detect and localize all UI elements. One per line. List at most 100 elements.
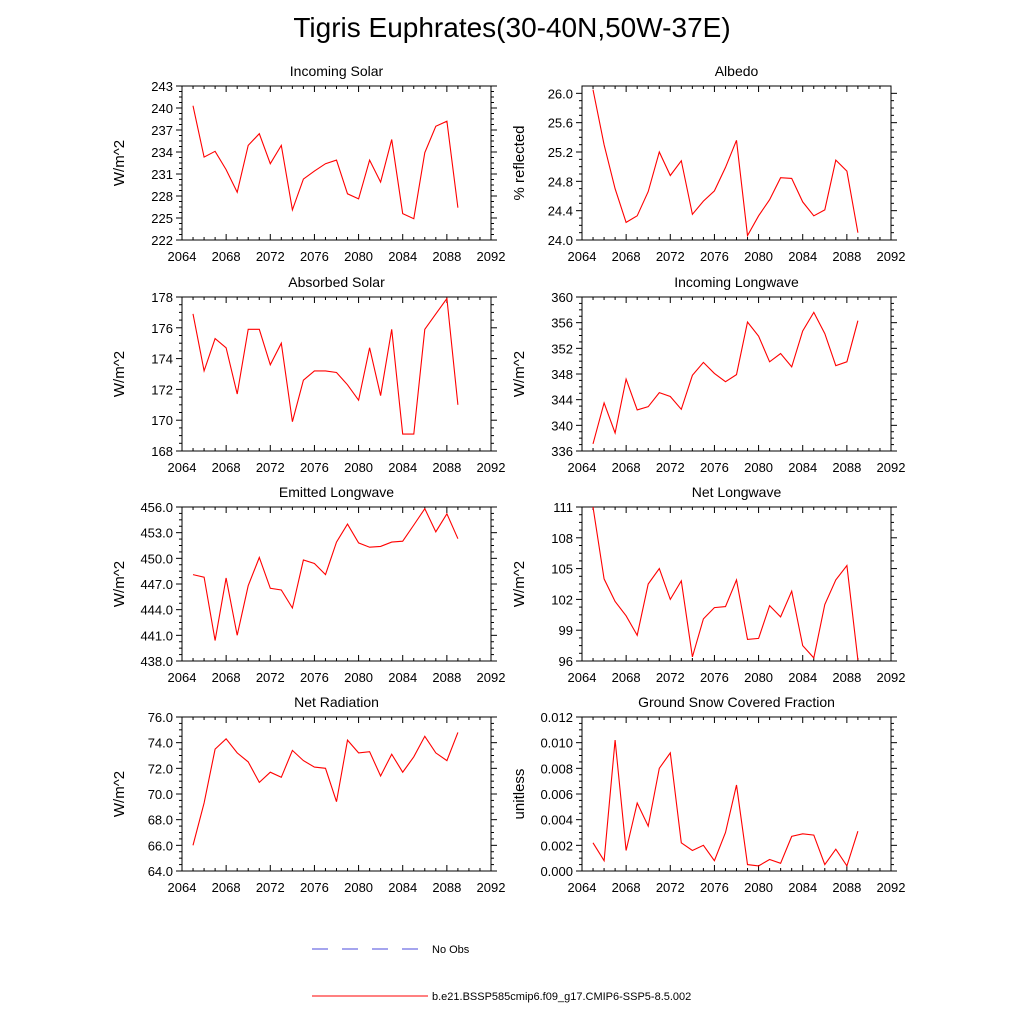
y-tick-label: 450.0: [140, 551, 173, 566]
y-tick-label: 438.0: [140, 654, 173, 669]
y-axis-label: % reflected: [511, 125, 528, 200]
x-tick-label: 2064: [568, 249, 597, 264]
series-line: [592, 311, 859, 445]
x-tick-label: 2084: [788, 460, 817, 475]
y-tick-label: 360: [551, 290, 573, 305]
x-tick-label: 2064: [568, 880, 597, 895]
y-tick-label: 237: [151, 123, 173, 138]
y-axis-label: W/m^2: [111, 771, 128, 817]
y-axis-label: W/m^2: [111, 351, 128, 397]
y-tick-label: 0.012: [540, 710, 573, 725]
plot-frame: [181, 506, 492, 662]
x-tick-label: 2088: [832, 670, 861, 685]
x-tick-label: 2084: [788, 670, 817, 685]
y-tick-label: 66.0: [148, 838, 173, 853]
y-tick-label: 76.0: [148, 710, 173, 725]
x-tick-label: 2064: [168, 249, 197, 264]
x-tick-label: 2072: [256, 670, 285, 685]
x-tick-label: 2072: [256, 460, 285, 475]
y-tick-label: 0.010: [540, 736, 573, 751]
x-tick-label: 2068: [612, 460, 641, 475]
y-tick-label: 228: [151, 189, 173, 204]
x-tick-label: 2068: [612, 249, 641, 264]
x-tick-label: 2092: [877, 670, 906, 685]
panel-title: Emitted Longwave: [279, 484, 394, 500]
y-tick-label: 24.8: [548, 174, 573, 189]
panel-albedo: Albedo 2064 2068 2072 2076 2080 2084 2088 2092 24…: [511, 63, 905, 264]
x-tick-label: 2080: [744, 460, 773, 475]
y-tick-label: 105: [551, 562, 573, 577]
x-tick-label: 2076: [700, 460, 729, 475]
legend-label-run: b.e21.BSSP585cmip6.f09_g17.CMIP6-SSP5-8.…: [432, 991, 691, 1003]
y-tick-label: 231: [151, 167, 173, 182]
panel-title: Absorbed Solar: [288, 274, 385, 290]
x-tick-label: 2092: [877, 460, 906, 475]
y-tick-label: 174: [151, 352, 173, 367]
x-tick-label: 2076: [300, 460, 329, 475]
y-tick-label: 447.0: [140, 577, 173, 592]
y-tick-label: 336: [551, 444, 573, 459]
y-tick-label: 176: [151, 321, 173, 336]
x-tick-label: 2076: [300, 670, 329, 685]
y-tick-label: 0.002: [540, 838, 573, 853]
x-tick-label: 2064: [568, 670, 597, 685]
y-tick-label: 453.0: [140, 526, 173, 541]
plot-frame: [181, 296, 492, 452]
x-tick-label: 2088: [832, 249, 861, 264]
plot-frame: [581, 506, 892, 662]
x-tick-label: 2068: [612, 670, 641, 685]
y-axis-label: W/m^2: [511, 351, 528, 397]
x-tick-label: 2072: [656, 880, 685, 895]
panel-title: Ground Snow Covered Fraction: [638, 694, 835, 710]
x-tick-label: 2088: [832, 880, 861, 895]
y-tick-label: 222: [151, 233, 173, 248]
x-tick-label: 2084: [388, 460, 417, 475]
y-tick-label: 0.004: [540, 813, 573, 828]
panel-title: Albedo: [715, 63, 759, 79]
panel-title: Net Longwave: [692, 484, 782, 500]
x-tick-label: 2080: [344, 880, 373, 895]
x-tick-label: 2076: [300, 880, 329, 895]
x-tick-label: 2092: [877, 249, 906, 264]
y-tick-label: 0.006: [540, 787, 573, 802]
y-axis-label: W/m^2: [511, 561, 528, 607]
plot-frame: [181, 85, 492, 241]
x-tick-label: 2092: [477, 460, 506, 475]
y-tick-label: 348: [551, 367, 573, 382]
x-tick-label: 2068: [212, 670, 241, 685]
y-tick-label: 108: [551, 531, 573, 546]
y-tick-label: 444.0: [140, 603, 173, 618]
y-tick-label: 225: [151, 211, 173, 226]
x-tick-label: 2088: [432, 670, 461, 685]
x-tick-label: 2088: [432, 880, 461, 895]
plot-frame: [181, 716, 492, 872]
x-tick-label: 2064: [568, 460, 597, 475]
y-axis-label: W/m^2: [111, 140, 128, 186]
y-tick-label: 24.0: [548, 233, 573, 248]
panel-title: Incoming Solar: [290, 63, 384, 79]
y-tick-label: 25.2: [548, 145, 573, 160]
x-tick-label: 2072: [256, 249, 285, 264]
y-tick-label: 25.6: [548, 116, 573, 131]
y-tick-label: 0.008: [540, 761, 573, 776]
y-tick-label: 0.000: [540, 864, 573, 879]
x-tick-label: 2064: [168, 460, 197, 475]
y-axis-label: W/m^2: [111, 561, 128, 607]
panel-incoming-longwave: Incoming Longwave 2064 2068 2072 2076 2080 208…: [511, 274, 905, 475]
panel-title: Incoming Longwave: [674, 274, 799, 290]
x-tick-label: 2068: [612, 880, 641, 895]
y-tick-label: 170: [151, 413, 173, 428]
x-tick-label: 2072: [656, 249, 685, 264]
x-tick-label: 2076: [700, 880, 729, 895]
x-tick-label: 2092: [477, 670, 506, 685]
x-tick-label: 2088: [832, 460, 861, 475]
x-tick-label: 2084: [388, 249, 417, 264]
series-line: [192, 507, 459, 641]
x-tick-label: 2072: [256, 880, 285, 895]
x-tick-label: 2064: [168, 880, 197, 895]
x-tick-label: 2084: [788, 249, 817, 264]
series-line: [592, 89, 859, 238]
x-tick-label: 2088: [432, 460, 461, 475]
y-tick-label: 243: [151, 79, 173, 94]
y-tick-label: 344: [551, 393, 573, 408]
